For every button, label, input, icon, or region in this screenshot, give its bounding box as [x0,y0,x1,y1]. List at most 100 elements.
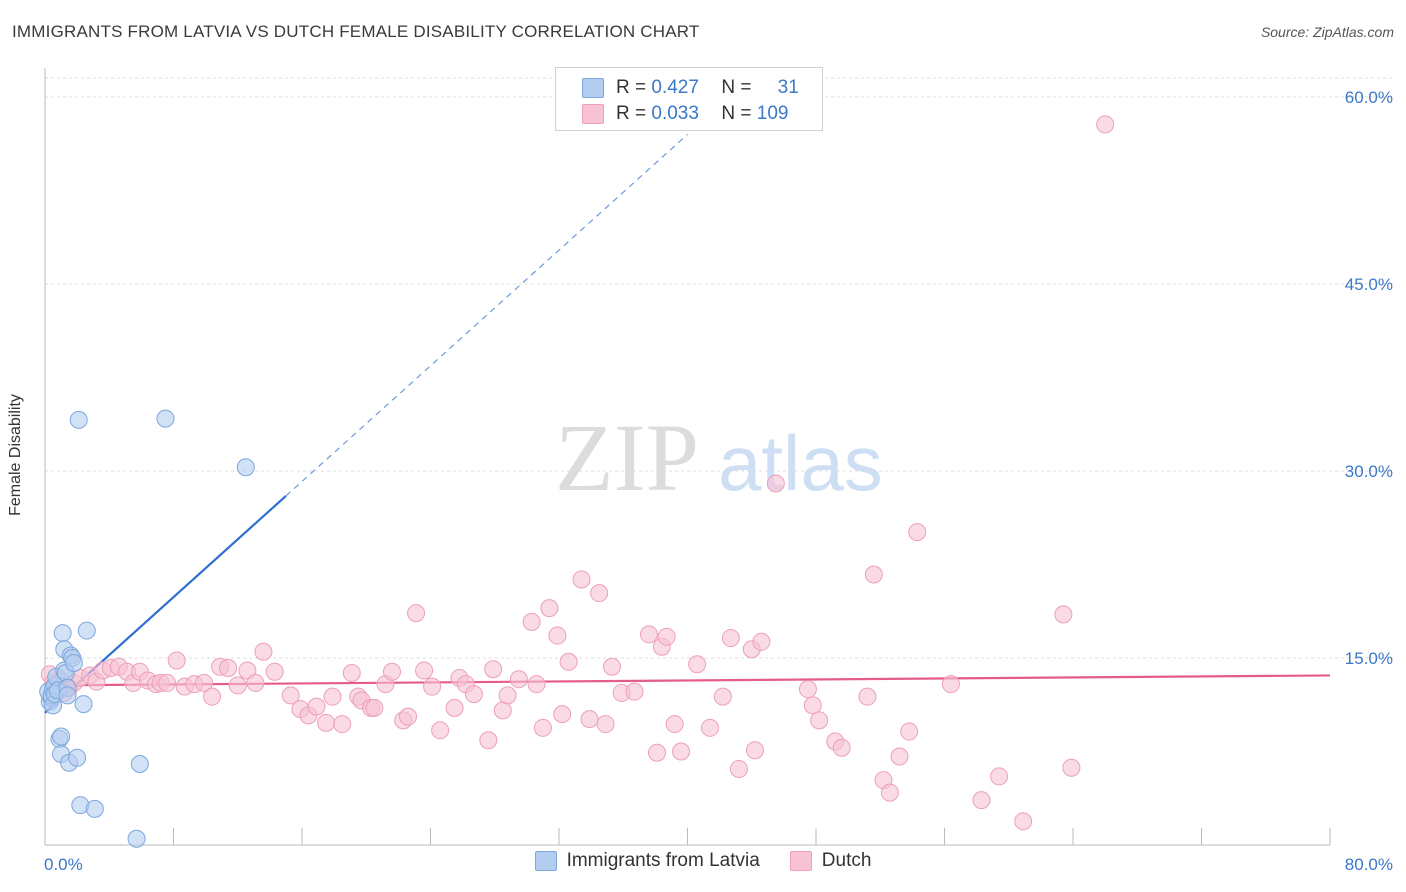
dutch-point [484,660,503,679]
y-axis-label: Female Disability [7,394,24,516]
dutch-point [572,570,591,589]
dutch-point [603,657,622,676]
series-swatch-blue [534,851,557,871]
watermark-zip: ZIP [555,404,699,511]
tick-labels: 15.0% 30.0% 45.0% 60.0% 0.0% 80.0% [44,88,1393,874]
chart-title: IMMIGRANTS FROM LATVIA VS DUTCH FEMALE D… [12,22,700,41]
series-label-dutch: Dutch [821,850,872,871]
dutch-point [864,565,883,584]
legend-n-value: 31 [777,77,799,98]
dutch-point [700,718,719,737]
dutch-point [423,677,442,696]
dutch-point [203,687,222,706]
legend-row-latvia: R = 0.427 N = 31 [582,76,799,100]
y-tick-label: 15.0% [1345,649,1393,668]
latvia-point [69,410,88,429]
data-points [39,115,1115,848]
dutch-point [219,658,238,677]
dutch-point [527,675,546,694]
source-label: Source: ZipAtlas.com [1260,24,1394,40]
legend-n-label: N = [721,103,752,124]
dutch-point [647,743,666,762]
series-legend-dutch: Dutch [789,850,872,872]
series-swatch-pink [789,851,812,871]
legend-swatch-blue [582,78,604,98]
dutch-point [713,687,732,706]
legend-n-label: N = [721,77,752,98]
latvia-point [68,748,87,767]
latvia-point [77,621,96,640]
dutch-point [858,687,877,706]
latvia-point [156,409,175,428]
latvia-point [127,829,146,848]
dutch-point [167,651,186,670]
dutch-point [431,721,450,740]
dutch-point [908,523,927,542]
dutch-point [246,673,265,692]
dutch-point [639,625,658,644]
axes [44,68,1331,846]
dutch-point [333,715,352,734]
dutch-point [1054,605,1073,624]
watermark: ZIP atlas [555,404,883,511]
legend-n-value: 109 [756,103,789,124]
dutch-point [1096,115,1115,134]
dutch-point [596,715,615,734]
dutch-point [832,738,851,757]
dutch-point [941,675,960,694]
dutch-point [590,584,609,603]
stats-legend: R = 0.427 N = 31 R = 0.033 N = 109 [555,67,823,131]
dutch-point [407,604,426,623]
dutch-point [625,682,644,701]
series-label-latvia: Immigrants from Latvia [566,850,760,871]
y-tick-label: 30.0% [1345,462,1393,481]
latvia-point [64,653,83,672]
dutch-point [254,642,273,661]
dutch-point [323,687,342,706]
dutch-point [548,626,567,645]
dutch-point [1062,758,1081,777]
dutch-point [307,697,326,716]
x-tick-label-max: 80.0% [1345,855,1393,874]
dutch-point [890,747,909,766]
legend-r-label: R = [616,77,647,98]
latvia-point [130,754,149,773]
legend-r-value: 0.033 [651,103,699,124]
watermark-atlas: atlas [718,419,883,507]
legend-r-label: R = [616,103,647,124]
dutch-point [228,676,247,695]
dutch-point [559,652,578,671]
y-tick-label: 60.0% [1345,88,1393,107]
latvia-point [52,727,71,746]
dutch-point [657,627,676,646]
x-tick-label-min: 0.0% [44,855,83,874]
dutch-point [342,663,361,682]
y-tick-label: 45.0% [1345,275,1393,294]
legend-r-value: 0.427 [651,77,699,98]
dutch-point [533,718,552,737]
dutch-point [729,759,748,778]
dutch-point [672,742,691,761]
dutch-point [1014,812,1033,831]
dutch-point [399,707,418,726]
latvia-trend-extension [285,133,688,497]
legend-row-dutch: R = 0.033 N = 109 [582,102,799,126]
dutch-point [158,673,177,692]
dutch-point [972,791,991,810]
dutch-point [798,680,817,699]
latvia-point [53,624,72,643]
dutch-point [990,767,1009,786]
dutch-point [540,599,559,618]
dutch-point [665,715,684,734]
dutch-point [415,661,434,680]
latvia-point [74,695,93,714]
gridlines [45,77,1392,659]
dutch-point [493,701,512,720]
latvia-point [236,458,255,477]
dutch-point [445,698,464,717]
dutch-point [880,783,899,802]
dutch-point [580,710,599,729]
dutch-point [803,696,822,715]
dutch-point [509,670,528,689]
